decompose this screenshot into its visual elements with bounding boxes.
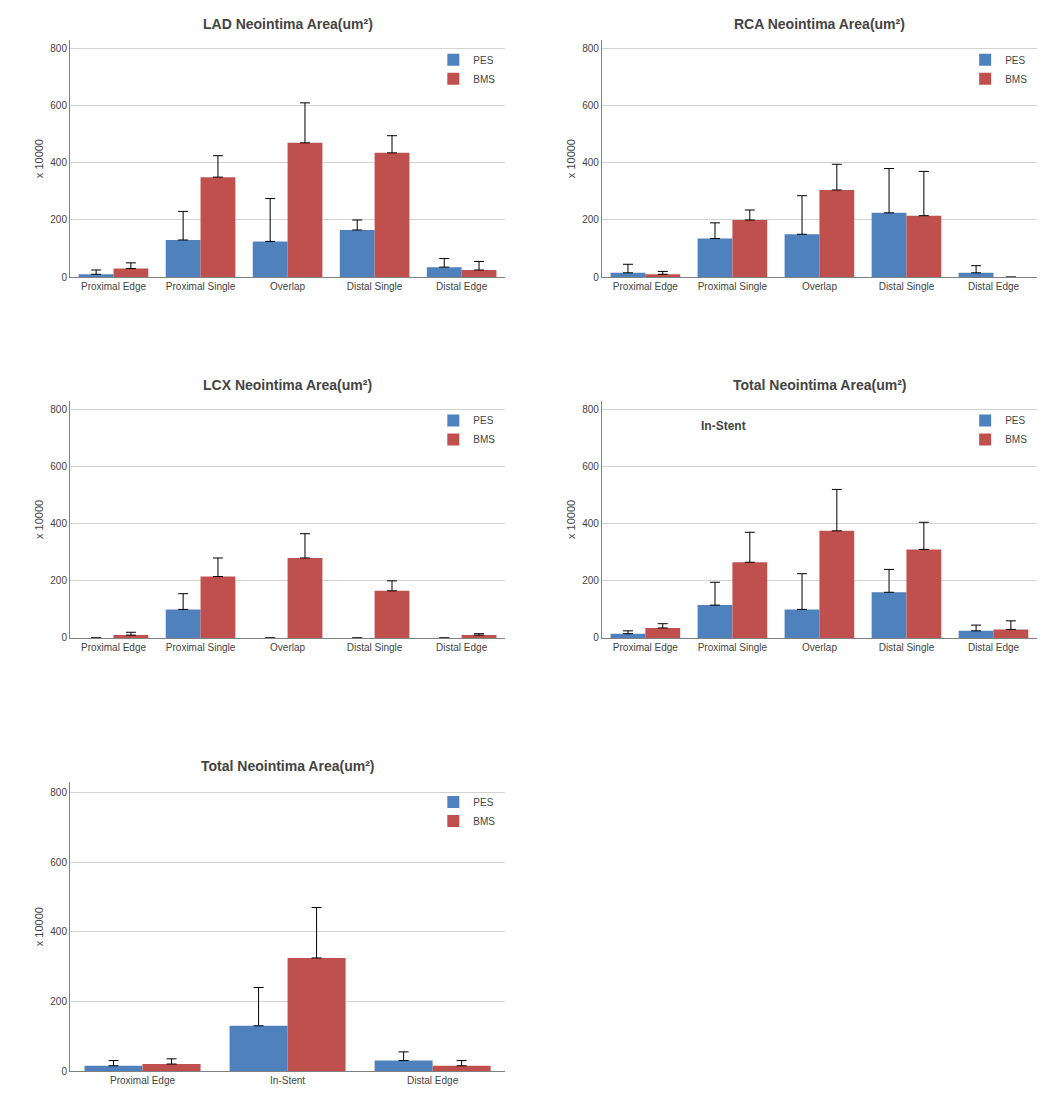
svg-text:800: 800 <box>50 404 67 415</box>
svg-text:x 10000: x 10000 <box>33 907 45 946</box>
svg-text:Distal Single: Distal Single <box>879 642 935 653</box>
svg-text:400: 400 <box>50 518 67 529</box>
svg-text:Proximal Single: Proximal Single <box>166 642 236 653</box>
svg-text:BMS: BMS <box>473 74 495 85</box>
svg-text:Distal Single: Distal Single <box>879 281 935 292</box>
svg-text:x 10000: x 10000 <box>33 500 45 539</box>
svg-text:600: 600 <box>50 100 67 111</box>
svg-text:400: 400 <box>582 518 599 529</box>
svg-text:PES: PES <box>473 55 493 66</box>
svg-text:800: 800 <box>50 43 67 54</box>
svg-text:200: 200 <box>50 214 67 225</box>
svg-text:x 10000: x 10000 <box>565 139 577 178</box>
svg-text:LCX Neointima Area(um²): LCX Neointima Area(um²) <box>203 377 372 393</box>
svg-text:In-Stent: In-Stent <box>270 1075 305 1086</box>
svg-text:Proximal Edge: Proximal Edge <box>613 281 678 292</box>
svg-text:Proximal Single: Proximal Single <box>698 642 768 653</box>
svg-text:x 10000: x 10000 <box>33 139 45 178</box>
svg-text:Distal Edge: Distal Edge <box>436 281 488 292</box>
svg-text:200: 200 <box>582 214 599 225</box>
svg-text:800: 800 <box>582 43 599 54</box>
svg-text:x 10000: x 10000 <box>565 500 577 539</box>
svg-text:Distal Edge: Distal Edge <box>407 1075 459 1086</box>
svg-text:Proximal Edge: Proximal Edge <box>613 642 678 653</box>
svg-text:Distal Single: Distal Single <box>347 642 403 653</box>
svg-text:Total Neointima Area(um²): Total Neointima Area(um²) <box>201 758 374 774</box>
svg-text:0: 0 <box>593 272 599 283</box>
svg-text:LAD Neointima Area(um²): LAD Neointima Area(um²) <box>203 16 373 32</box>
svg-text:800: 800 <box>50 787 67 798</box>
svg-text:PES: PES <box>1005 415 1025 426</box>
svg-text:Proximal Edge: Proximal Edge <box>81 281 146 292</box>
svg-text:Proximal Single: Proximal Single <box>166 281 236 292</box>
svg-text:Distal Edge: Distal Edge <box>436 642 488 653</box>
svg-text:RCA Neointima Area(um²): RCA Neointima Area(um²) <box>734 16 905 32</box>
svg-text:600: 600 <box>582 100 599 111</box>
svg-text:Overlap: Overlap <box>270 642 305 653</box>
svg-text:Overlap: Overlap <box>802 281 837 292</box>
svg-text:0: 0 <box>61 1066 67 1077</box>
svg-text:BMS: BMS <box>473 816 495 827</box>
svg-text:Distal Edge: Distal Edge <box>968 642 1020 653</box>
svg-text:Distal Edge: Distal Edge <box>968 281 1020 292</box>
svg-text:0: 0 <box>61 632 67 643</box>
svg-text:BMS: BMS <box>1005 434 1027 445</box>
svg-text:400: 400 <box>50 157 67 168</box>
svg-text:BMS: BMS <box>1005 74 1027 85</box>
svg-text:0: 0 <box>593 632 599 643</box>
svg-text:In-Stent: In-Stent <box>701 419 746 433</box>
svg-text:Proximal Edge: Proximal Edge <box>81 642 146 653</box>
svg-text:600: 600 <box>50 857 67 868</box>
svg-text:200: 200 <box>50 575 67 586</box>
svg-text:Overlap: Overlap <box>270 281 305 292</box>
svg-text:600: 600 <box>582 461 599 472</box>
svg-text:Proximal Edge: Proximal Edge <box>110 1075 175 1086</box>
svg-text:400: 400 <box>50 926 67 937</box>
svg-text:Total Neointima Area(um²): Total Neointima Area(um²) <box>733 377 906 393</box>
svg-text:200: 200 <box>582 575 599 586</box>
svg-text:600: 600 <box>50 461 67 472</box>
svg-text:0: 0 <box>61 272 67 283</box>
svg-text:PES: PES <box>473 797 493 808</box>
svg-text:Distal Single: Distal Single <box>347 281 403 292</box>
svg-text:400: 400 <box>582 157 599 168</box>
svg-text:Proximal Single: Proximal Single <box>698 281 768 292</box>
svg-text:PES: PES <box>473 415 493 426</box>
svg-text:BMS: BMS <box>473 434 495 445</box>
svg-text:200: 200 <box>50 996 67 1007</box>
svg-text:PES: PES <box>1005 55 1025 66</box>
svg-text:Overlap: Overlap <box>802 642 837 653</box>
svg-text:800: 800 <box>582 404 599 415</box>
